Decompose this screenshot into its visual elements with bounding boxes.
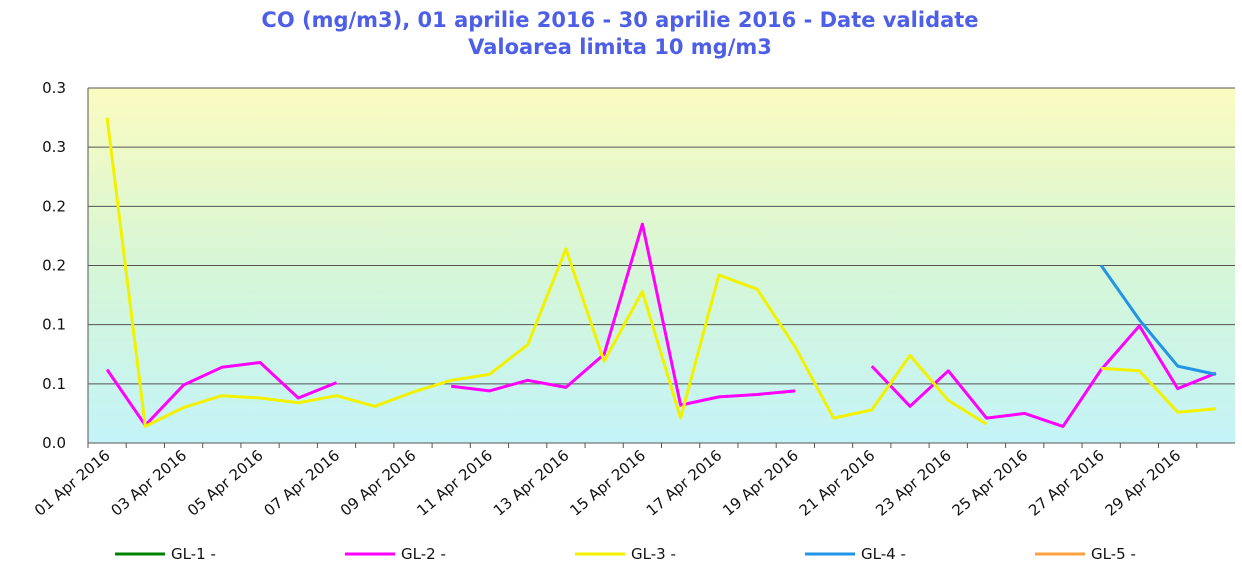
x-tick-label: 29 Apr 2016 [1102,446,1185,519]
x-tick-label: 05 Apr 2016 [184,446,267,519]
y-tick-label: 0.2 [42,257,66,275]
x-tick-label: 27 Apr 2016 [1025,446,1108,519]
x-tick-label: 15 Apr 2016 [566,446,649,519]
x-tick-label: 23 Apr 2016 [872,446,955,519]
x-tick-label: 07 Apr 2016 [260,446,343,519]
legend-label: GL-5 - [1091,545,1136,563]
x-tick-label: 03 Apr 2016 [108,446,191,519]
y-tick-label: 0.3 [42,79,66,97]
y-tick-label: 0.0 [42,434,66,452]
legend-label: GL-2 - [401,545,446,563]
chart-title: CO (mg/m3), 01 aprilie 2016 - 30 aprilie… [261,8,978,32]
x-tick-label: 21 Apr 2016 [796,446,879,519]
y-tick-label: 0.2 [42,197,66,215]
legend-label: GL-3 - [631,545,676,563]
chart-subtitle: Valoarea limita 10 mg/m3 [468,35,772,59]
y-tick-label: 0.3 [42,138,66,156]
legend-label: GL-4 - [861,545,906,563]
x-tick-label: 13 Apr 2016 [490,446,573,519]
series-line [105,117,1217,428]
x-tick-label: 17 Apr 2016 [643,446,726,519]
y-tick-label: 0.1 [42,375,66,393]
y-tick-label: 0.1 [42,316,66,334]
x-tick-label: 01 Apr 2016 [31,446,114,519]
x-tick-label: 09 Apr 2016 [337,446,420,519]
x-tick-label: 25 Apr 2016 [949,446,1032,519]
legend-label: GL-1 - [171,545,216,563]
x-tick-label: 11 Apr 2016 [413,446,496,519]
series-line [1099,264,1217,376]
x-tick-label: 19 Apr 2016 [719,446,802,519]
